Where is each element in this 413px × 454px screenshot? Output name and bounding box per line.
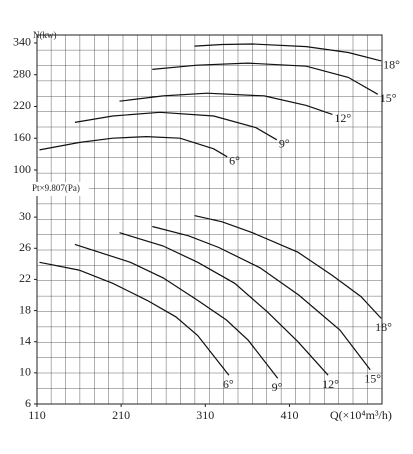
curve-label: 6° (223, 377, 234, 391)
y-axis-title: N(kw) (33, 30, 57, 40)
x-tick-label: 210 (112, 408, 130, 422)
curve-label: 9° (272, 380, 283, 394)
y-tick-label: 220 (13, 98, 31, 112)
curve (119, 232, 329, 376)
y-tick-label: 100 (13, 162, 31, 176)
y-tick-label: 340 (13, 35, 31, 49)
y-tick-label: 14 (19, 333, 31, 347)
y-tick-label: 26 (19, 240, 31, 254)
x-axis-title: Q(×10⁴m³/h) (330, 408, 392, 422)
curve-label: 9° (279, 137, 290, 151)
curve (152, 62, 379, 95)
y-tick-label: 280 (13, 66, 31, 80)
curve-label: 12° (334, 111, 351, 125)
curve-label: 18° (375, 320, 392, 334)
curve (152, 225, 371, 371)
y-tick-label: 10 (19, 365, 31, 379)
curve (194, 43, 382, 62)
label-backdrop (31, 182, 89, 196)
curve (119, 92, 333, 115)
x-tick-label: 310 (196, 408, 214, 422)
curve (39, 135, 228, 158)
curve (74, 243, 279, 379)
curve-label: 15° (364, 371, 381, 385)
y-tick-label: 18 (19, 302, 31, 316)
curve (39, 261, 230, 376)
curve-label: 18° (383, 58, 400, 72)
x-tick-label: 410 (280, 408, 298, 422)
y-tick-label: 160 (13, 130, 31, 144)
y-tick-label: 6 (25, 396, 31, 410)
curve-label: 12° (322, 377, 339, 391)
y-tick-label: 22 (19, 271, 31, 285)
y-axis-title: Pt×9.807(Pa) (32, 183, 80, 193)
curve (194, 215, 382, 319)
x-tick-label: 110 (28, 408, 46, 422)
curve (74, 111, 278, 141)
curve-label: 15° (380, 91, 397, 105)
y-tick-label: 30 (19, 209, 31, 223)
curve-label: 6° (229, 154, 240, 168)
